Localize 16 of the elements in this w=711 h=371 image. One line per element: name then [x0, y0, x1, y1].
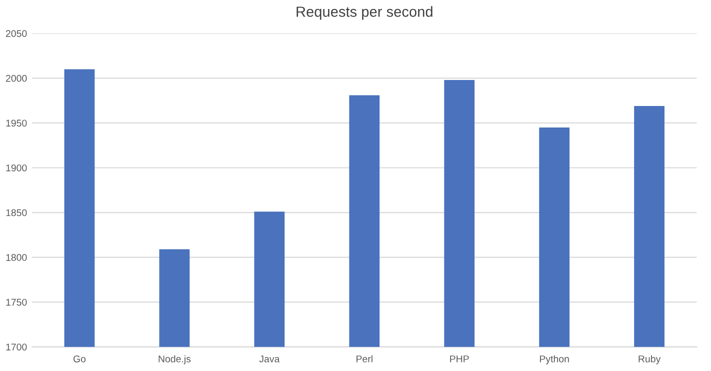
y-tick-label: 1950 — [6, 120, 27, 127]
x-tick-label: Python — [540, 355, 569, 364]
y-tick-label: 1800 — [6, 254, 27, 261]
y-tick-label: 2000 — [6, 74, 27, 82]
chart-title: Requests per second — [296, 6, 432, 20]
x-tick-label: Java — [259, 356, 280, 362]
x-tick-label: Perl — [356, 355, 372, 362]
y-tick-label: 1750 — [6, 298, 27, 306]
x-tick-label: Node.js — [158, 355, 191, 364]
y-tick-label: 1900 — [6, 164, 27, 172]
y-tick-label: 1700 — [6, 344, 27, 351]
y-tick-label: 1850 — [6, 209, 27, 216]
x-tick-label: Go — [73, 355, 86, 362]
y-tick-label: 2050 — [6, 30, 27, 38]
x-tick-label: PHP — [450, 356, 469, 362]
x-tick-label: Ruby — [638, 355, 661, 364]
